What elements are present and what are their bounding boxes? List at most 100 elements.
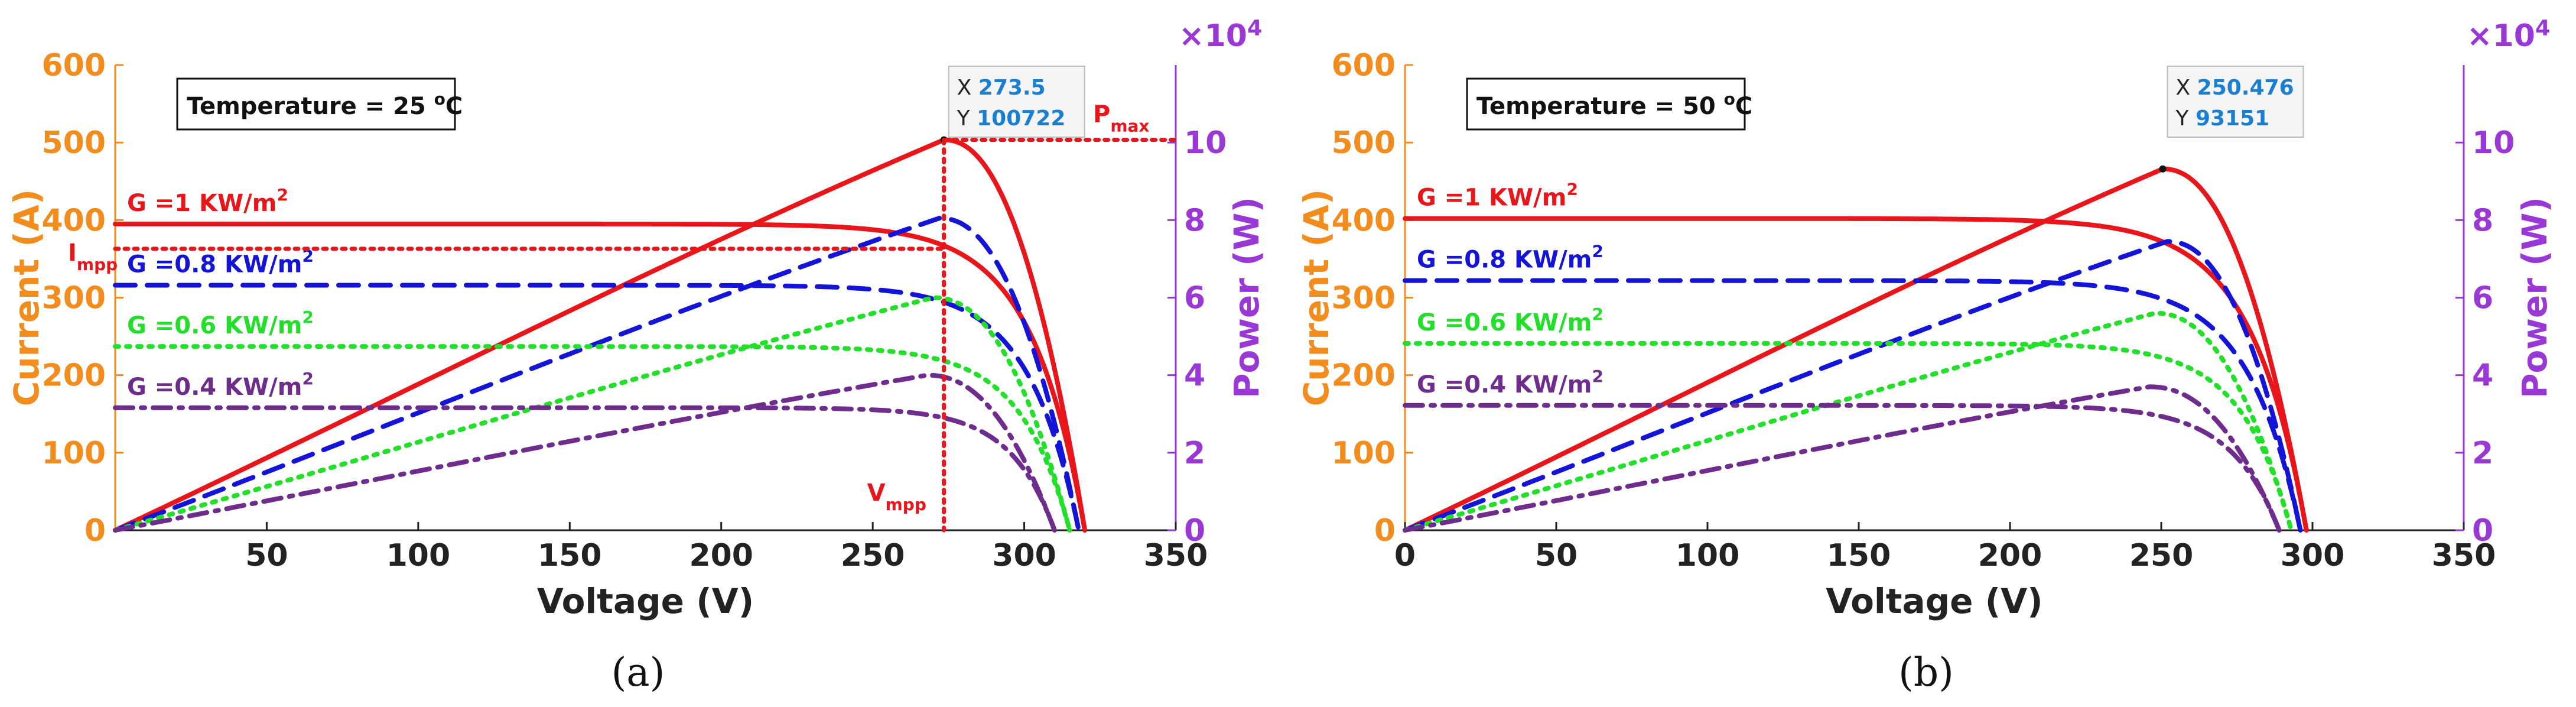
x-tick-label: 150 xyxy=(1827,538,1891,573)
power-curve xyxy=(1403,239,2303,533)
panel-label: (b) xyxy=(1898,650,1954,695)
y-right-tick-label: 2 xyxy=(1184,436,1205,471)
y-right-axis-title: Power (W) xyxy=(1227,197,1267,398)
x-tick-label: 250 xyxy=(2129,538,2194,573)
y-left-axis-title: Current (A) xyxy=(6,189,47,407)
x-tick-label: 200 xyxy=(689,538,753,573)
x-tick-label: 200 xyxy=(1978,538,2042,573)
series-label: G =0.4 KW/m2 xyxy=(1417,367,1604,398)
y-right-tick-label: 8 xyxy=(1184,203,1205,238)
current-curve xyxy=(113,344,1072,533)
x-axis-title: Voltage (V) xyxy=(1826,581,2042,621)
series-3: G =0.4 KW/m2 xyxy=(113,369,1057,533)
y-right-tick-label: 4 xyxy=(2472,358,2493,394)
series-label: G =0.6 KW/m2 xyxy=(127,307,314,339)
y-right-tick-label: 0 xyxy=(1184,513,1205,549)
power-curve xyxy=(1403,384,2282,533)
x-tick-label: 100 xyxy=(1676,538,1740,573)
series-2: G =0.6 KW/m2 xyxy=(113,295,1072,533)
y-left-tick-label: 400 xyxy=(41,203,106,238)
x-axis-title: Voltage (V) xyxy=(537,581,754,621)
series-1: G =0.8 KW/m2 xyxy=(113,216,1081,533)
power-curve xyxy=(1403,166,2309,533)
current-curve xyxy=(113,405,1057,533)
vmpp-label: Vmpp xyxy=(867,479,926,514)
power-curve xyxy=(113,372,1057,533)
y-right-tick-label: 10 xyxy=(1184,125,1227,161)
series-3: G =0.4 KW/m2 xyxy=(1403,367,2282,533)
y-right-tick-label: 6 xyxy=(1184,281,1205,316)
y-left-tick-label: 0 xyxy=(84,513,106,549)
y-left-tick-label: 200 xyxy=(1331,358,1396,394)
mpp-annotations: Pmax Impp Vmpp xyxy=(68,101,1178,533)
y-left-tick-label: 0 xyxy=(1374,513,1396,549)
current-curve xyxy=(1403,403,2282,533)
y-left-tick-label: 300 xyxy=(1331,281,1396,316)
power-curve xyxy=(113,295,1072,533)
series-label: G =1 KW/m2 xyxy=(1417,180,1578,212)
temperature-box: Temperature = 25 oC xyxy=(176,77,463,131)
impp-label: Impp xyxy=(68,239,118,274)
datatip[interactable]: X 250.476 Y 93151 xyxy=(2159,66,2304,173)
datatip-x: X 273.5 xyxy=(957,76,1046,100)
y-right-tick-label: 8 xyxy=(2472,203,2493,238)
datatip[interactable]: X 273.5 Y 100722 xyxy=(940,66,1085,144)
current-curve xyxy=(113,283,1081,533)
panel-label: (a) xyxy=(612,650,665,695)
y-left-tick-label: 100 xyxy=(1331,436,1396,471)
x-tick-label: 300 xyxy=(992,538,1056,573)
y-right-tick-label: 2 xyxy=(2472,436,2493,471)
y-left-axis-title: Current (A) xyxy=(1296,189,1336,407)
y-right-tick-label: 10 xyxy=(2472,125,2515,161)
power-curve xyxy=(113,137,1088,533)
power-curve xyxy=(1403,310,2294,533)
x-tick-label: 50 xyxy=(1535,538,1578,573)
x-tick-label: 100 xyxy=(386,538,451,573)
y-left-tick-label: 300 xyxy=(41,281,106,316)
y-left-tick-label: 400 xyxy=(1331,203,1396,238)
temperature-box: Temperature = 50 oC xyxy=(1466,77,1752,131)
current-curve xyxy=(113,221,1088,533)
series-1: G =0.8 KW/m2 xyxy=(1403,239,2303,533)
series-label: G =0.6 KW/m2 xyxy=(1417,304,1604,336)
chart-panel-b: 0 50 100 150 200 250 300 3500100200300400500600… xyxy=(1296,15,2555,695)
x-tick-label: 150 xyxy=(538,538,602,573)
current-curve xyxy=(1403,216,2309,533)
pmax-label: Pmax xyxy=(1093,101,1149,136)
datatip-x: X 250.476 xyxy=(2176,76,2294,100)
y-right-tick-label: 0 xyxy=(2472,513,2493,549)
temperature-label: Temperature = 25 oC xyxy=(187,89,463,120)
y-left-tick-label: 200 xyxy=(41,358,106,394)
current-curve xyxy=(1403,340,2294,533)
power-curve xyxy=(113,216,1081,533)
y-left-tick-label: 500 xyxy=(1331,125,1396,161)
series-label: G =0.8 KW/m2 xyxy=(1417,242,1604,274)
y-left-tick-label: 600 xyxy=(1331,48,1396,83)
chart-panel-a: 50 100 150 200 250 300 35001002003004005006000… xyxy=(6,15,1267,695)
datatip-y: Y 100722 xyxy=(957,106,1066,131)
x-tick-label: 50 xyxy=(245,538,288,573)
right-axis-multiplier: ×104 xyxy=(2467,15,2550,54)
series-0: G =1 KW/m2 xyxy=(1403,166,2309,533)
datatip-marker xyxy=(2159,165,2167,173)
x-tick-label: 0 xyxy=(1394,538,1416,573)
temperature-label: Temperature = 50 oC xyxy=(1476,89,1752,120)
series-label: G =1 KW/m2 xyxy=(127,185,288,217)
datatip-y: Y 93151 xyxy=(2175,106,2270,131)
x-tick-label: 350 xyxy=(2432,538,2496,573)
series-label: G =0.4 KW/m2 xyxy=(127,369,314,401)
x-tick-label: 250 xyxy=(841,538,905,573)
y-left-tick-label: 100 xyxy=(41,436,106,471)
current-curve xyxy=(1403,278,2303,533)
y-right-tick-label: 6 xyxy=(2472,281,2493,316)
x-tick-label: 300 xyxy=(2281,538,2345,573)
y-right-tick-label: 4 xyxy=(1184,358,1205,394)
x-tick-label: 350 xyxy=(1144,538,1208,573)
series-2: G =0.6 KW/m2 xyxy=(1403,304,2294,533)
right-axis-multiplier: ×104 xyxy=(1179,15,1262,54)
y-left-tick-label: 500 xyxy=(41,125,106,161)
y-left-tick-label: 600 xyxy=(41,48,106,83)
series-label: G =0.8 KW/m2 xyxy=(127,247,314,278)
y-right-axis-title: Power (W) xyxy=(2515,197,2555,398)
